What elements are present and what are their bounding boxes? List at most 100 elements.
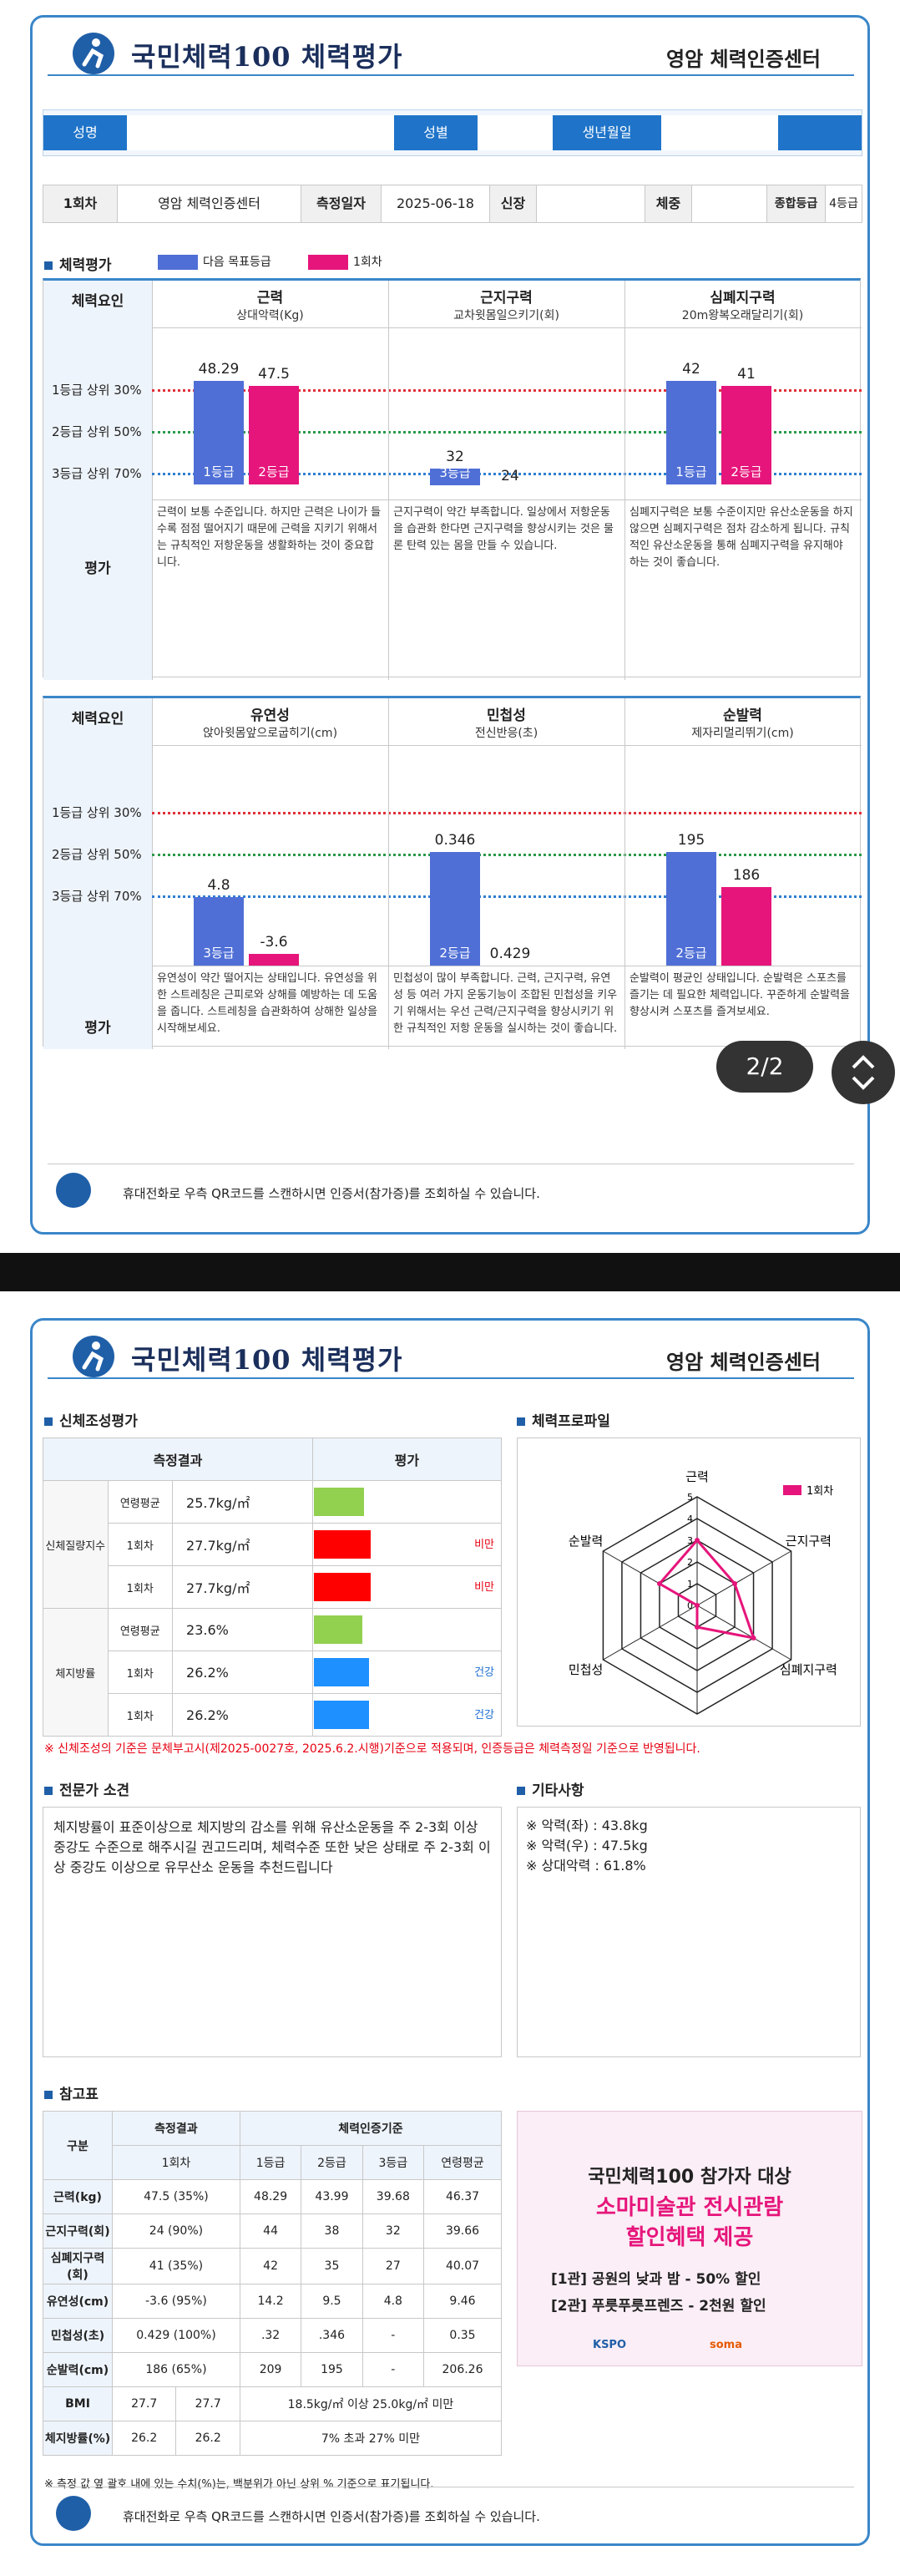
height-value: [536, 185, 645, 222]
promo-line2: 소마미술관 전시관람: [595, 2195, 784, 2220]
radar-point: [656, 1581, 662, 1586]
current-value: 47.5: [258, 366, 290, 383]
eval-text: 유연성이 약간 떨어지는 상태입니다. 유연성을 위한 스트레칭은 근피로와 상…: [157, 972, 377, 1035]
level-line: [152, 473, 862, 475]
target-grade: 3등급: [203, 946, 235, 961]
column-header: 근력 상대악력(Kg): [152, 286, 388, 323]
bc-row-eval: 비만: [311, 1565, 503, 1609]
promo-banner[interactable]: 국민체력100 참가자 대상 소마미술관 전시관람 할인혜택 제공 [1관] 공…: [517, 2111, 862, 2366]
ref-cell: 18.5kg/㎡ 이상 25.0kg/㎡ 미만: [239, 2386, 503, 2421]
ref-h-item: 구분: [43, 2111, 113, 2180]
ref-cell: 9.46: [423, 2284, 502, 2319]
ref-h-grade: 연령평균: [423, 2145, 502, 2180]
factor-test: 상대악력(Kg): [236, 309, 304, 322]
target-bar: [666, 852, 716, 966]
radar-point: [695, 1625, 700, 1630]
reference-section-title: 참고표: [44, 2082, 99, 2103]
other-line: ※ 악력(좌) : 43.8kg: [526, 1818, 648, 1833]
ref-cell: 9.5: [301, 2284, 363, 2319]
level-label: 3등급 상위 70%: [52, 466, 142, 481]
expert-section-title: 전문가 소견: [44, 1778, 129, 1799]
ref-cell: 46.37: [423, 2179, 502, 2214]
other-section-title: 기타사항: [517, 1778, 584, 1799]
bc-row-label: 1회차: [107, 1523, 174, 1566]
factor-label: 체력요인: [71, 293, 124, 310]
radar-scale-label: 3: [687, 1535, 693, 1546]
eval-text: 심폐지구력은 보통 수준이지만 유산소운동을 하지 않으면 심폐지구력은 점차 …: [629, 506, 853, 569]
factor-name: 민첩성: [487, 707, 526, 724]
current-value: -3.6: [260, 934, 288, 951]
column-header: 유연성 앉아윗몸앞으로굽히기(cm): [152, 703, 388, 741]
factor-column: [43, 281, 153, 680]
ref-row-label: 심폐지구력(회): [43, 2248, 113, 2284]
photo-label: [778, 115, 862, 150]
ref-cell: 41 (35%): [112, 2248, 240, 2284]
bc-bar: [313, 1530, 371, 1559]
promo-line5: [2관] 푸릇푸릇프렌즈 - 2천원 할인: [551, 2298, 766, 2315]
ref-cell: 39.68: [362, 2179, 425, 2214]
center-name-2: 영암 체력인증센터: [666, 1351, 821, 1374]
column-sep: [388, 698, 389, 1049]
date-value: 2025-06-18: [381, 185, 489, 222]
radar-legend-swatch: [783, 1485, 801, 1495]
bc-bar: [313, 1615, 362, 1644]
legend-first: 1회차: [308, 253, 382, 270]
bc-row-eval: [311, 1608, 503, 1651]
radar-point: [695, 1603, 700, 1608]
ref-h-result: 측정결과: [112, 2111, 240, 2146]
center-value: 영암 체력인증센터: [117, 185, 301, 222]
bc-row-label: 1회차: [107, 1565, 174, 1609]
report-header-2: 국민체력100 체력평가 영암 체력인증센터: [48, 1331, 854, 1379]
footer-text-2: 휴대전화로 우측 QR코드를 스캔하시면 인증서(참가증)를 조회하실 수 있습…: [123, 2509, 540, 2524]
target-bar: [430, 852, 480, 966]
bc-row-eval: [311, 1480, 503, 1524]
ref-cell: 32: [362, 2213, 425, 2249]
column-header: 순발력 제자리멀리뛰기(cm): [624, 703, 861, 741]
level-label: 1등급 상위 30%: [52, 805, 142, 820]
bc-row-label: 연령평균: [107, 1608, 174, 1651]
ref-cell: 24 (90%): [112, 2213, 240, 2249]
level-label: 2등급 상위 50%: [52, 424, 142, 439]
runner-logo-icon: [73, 33, 114, 74]
radar-point: [732, 1581, 738, 1586]
bc-bar: [313, 1658, 369, 1686]
level-line: [152, 812, 862, 814]
radar-scale-label: 1: [687, 1579, 693, 1590]
ref-row: 유연성(cm) -3.6 (95%) 14.2 9.5 4.8 9.46: [43, 2284, 502, 2319]
eval-label: 평가: [84, 560, 111, 577]
other-line: ※ 악력(우) : 47.5kg: [526, 1838, 648, 1853]
radar-axis-label: 근지구력: [786, 1534, 832, 1549]
expert-text: 체지방률이 표준이상으로 체지방의 감소를 위해 유산소운동을 주 2-3회 이…: [53, 1819, 491, 1875]
kspo-logo: KSPO: [593, 2339, 627, 2351]
ref-cell: 27.7: [111, 2386, 177, 2421]
ref-cell: 40.07: [423, 2248, 502, 2284]
ref-row-label: BMI: [43, 2386, 113, 2421]
eval-text: 민첩성이 많이 부족합니다. 근력, 근지구력, 유연성 등 여러 가지 운동기…: [393, 972, 618, 1035]
ref-cell: 4.8: [362, 2284, 425, 2319]
bc-row-eval: 건강: [311, 1693, 503, 1737]
ref-row-label: 민첩성(초): [43, 2318, 113, 2353]
expert-box: 체지방률이 표준이상으로 체지방의 감소를 위해 유산소운동을 주 2-3회 이…: [43, 1807, 502, 2057]
eval-text: 근지구력이 약간 부족합니다. 일상에서 저항운동을 습관화 한다면 근지구력을…: [393, 506, 614, 552]
fitness-chart-group2: 체력요인 평가 1등급 상위 30% 2등급 상위 50% 3등급 상위 70% 유연성 앉…: [43, 696, 862, 1049]
scroll-updown-button[interactable]: [832, 1041, 895, 1104]
radar-scale-label: 0: [687, 1600, 693, 1611]
ref-cell: 186 (65%): [112, 2352, 240, 2387]
center-name: 영암 체력인증센터: [666, 48, 821, 71]
ref-cell: .346: [301, 2318, 363, 2353]
bc-bar: [313, 1701, 369, 1729]
ref-cell: -: [362, 2352, 425, 2387]
other-box: ※ 악력(좌) : 43.8kg ※ 악력(우) : 47.5kg ※ 상대악력…: [517, 1807, 861, 2057]
ref-cell: 26.2: [111, 2421, 177, 2456]
ref-cell: .32: [239, 2318, 302, 2353]
ref-cell: 42: [239, 2248, 302, 2284]
date-label: 측정일자: [301, 185, 381, 222]
level-label: 2등급 상위 50%: [52, 847, 142, 862]
radar-spoke: [603, 1605, 698, 1661]
bc-row-value: 26.2%: [172, 1693, 313, 1737]
measurement-meta: 1회차 영암 체력인증센터 측정일자 2025-06-18 신장 체중 종합등급…: [43, 185, 862, 223]
target-grade: 2등급: [675, 946, 707, 961]
bc-row-label: 연령평균: [107, 1480, 174, 1524]
page-gap: [0, 1253, 900, 1291]
ref-cell: 44: [239, 2213, 302, 2249]
